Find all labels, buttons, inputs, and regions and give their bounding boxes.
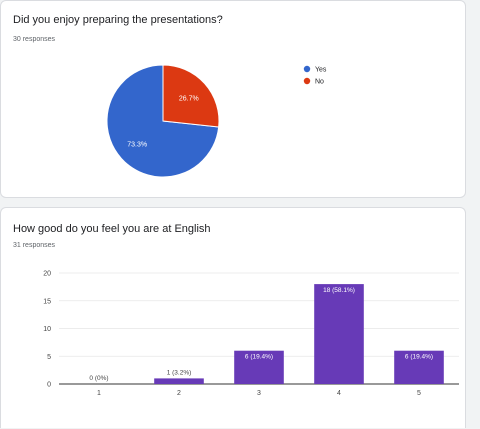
y-tick-label: 0 — [47, 382, 51, 389]
x-tick-label: 2 — [177, 390, 181, 397]
bar-value-label: 0 (0%) — [89, 375, 108, 382]
bar-value-labels: 0 (0%) 1 (3.2%) 6 (19.4%) 18 (58.1%) 6 (19.4… — [89, 287, 433, 382]
pie-chart: 73.3% 26.7% Yes No — [106, 64, 327, 178]
bar-value-label: 1 (3.2%) — [167, 369, 192, 376]
y-tick-label: 20 — [43, 271, 51, 278]
bar-y-tick-labels: 0 5 10 15 20 — [43, 271, 51, 389]
bar-4 — [314, 284, 364, 384]
y-tick-label: 15 — [43, 298, 51, 305]
question-card-enjoy: Did you enjoy preparing the presentation… — [0, 0, 466, 198]
bar-5 — [394, 350, 444, 384]
question-card-english: How good do you feel you are at English … — [0, 207, 466, 428]
bar-value-label: 6 (19.4%) — [245, 354, 273, 361]
bar-bars — [154, 284, 444, 384]
pie-slice-no — [162, 64, 220, 128]
response-count: 30 responses — [13, 36, 56, 43]
question-title: Did you enjoy preparing the presentation… — [13, 14, 223, 26]
legend-label-yes: Yes — [315, 67, 327, 74]
bar-value-label: 18 (58.1%) — [323, 287, 355, 294]
pie-slice-label: 26.7% — [179, 95, 199, 102]
pie-slice-label: 73.3% — [127, 142, 147, 149]
x-tick-label: 5 — [417, 390, 421, 397]
response-count: 31 responses — [13, 242, 56, 249]
bar-x-tick-labels: 1 2 3 4 5 — [97, 390, 421, 397]
bar-2 — [154, 378, 204, 384]
legend-swatch-no — [303, 77, 311, 85]
x-tick-label: 4 — [337, 390, 341, 397]
x-tick-label: 1 — [97, 390, 101, 397]
legend-swatch-yes — [303, 65, 311, 73]
bar-3 — [234, 350, 284, 384]
y-tick-label: 10 — [43, 326, 51, 333]
question-title: How good do you feel you are at English — [13, 223, 211, 235]
x-tick-label: 3 — [257, 390, 261, 397]
legend-label-no: No — [315, 79, 324, 86]
bar-value-label: 6 (19.4%) — [405, 354, 433, 361]
pie-slices — [106, 64, 220, 178]
y-tick-label: 5 — [47, 354, 51, 361]
pie-legend: Yes No — [303, 65, 327, 86]
pie-slice-labels: 73.3% 26.7% — [127, 95, 198, 148]
